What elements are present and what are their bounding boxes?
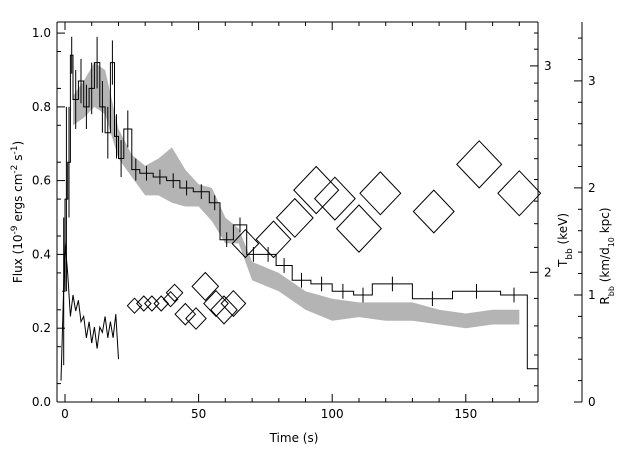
temperature-diamond <box>136 295 152 312</box>
x-tick-label: 50 <box>191 407 206 421</box>
y-tick-label: 1.0 <box>32 26 51 40</box>
radius-zigzag-line <box>60 241 119 381</box>
temperature-diamond <box>255 220 292 259</box>
y-tick-label: 0.4 <box>32 247 51 261</box>
temperature-diamond <box>191 271 220 302</box>
temperature-diamond <box>335 204 382 253</box>
temperature-diamond <box>412 189 455 234</box>
temperature-diamond <box>162 290 179 308</box>
temperature-diamond <box>497 170 542 217</box>
temperature-diamond <box>313 176 356 221</box>
axes-layer: 0 50 100 150 0.0 0.2 0.4 0.6 0.8 1.0 2 3 0 1 2 3 Flux (1… <box>10 21 616 421</box>
x-tick-label: 0 <box>61 407 69 421</box>
temperature-axis-title: Tbb (keV) <box>556 213 575 268</box>
y-tick-label: 0.8 <box>32 100 51 114</box>
radius-axis-title: Rbb (km/d10 kpc) <box>598 207 616 304</box>
temperature-diamond <box>220 289 247 318</box>
temperature-diamond <box>174 302 197 326</box>
temperature-diamond <box>126 297 143 314</box>
x-tick-label: 150 <box>454 407 477 421</box>
radius-tick-label: 2 <box>588 181 596 195</box>
temperature-diamond <box>275 197 314 238</box>
flux-shaded-band-layer <box>73 62 520 329</box>
radius-tick-label: 3 <box>588 74 596 88</box>
flux-shaded-band <box>73 62 520 329</box>
y-tick-label: 0.6 <box>32 174 51 188</box>
temperature-diamond <box>153 295 169 312</box>
temperature-diamond <box>210 295 238 325</box>
temperature-diamond-layer <box>126 140 542 330</box>
temperature-diamond <box>185 307 207 330</box>
temperature-diamond <box>456 140 503 189</box>
radius-tick-label: 0 <box>588 395 596 409</box>
radius-zigzag-layer <box>60 241 119 381</box>
temperature-diamond <box>293 165 340 215</box>
x-axis-title: Time (s) <box>269 431 319 445</box>
temperature-tick-label: 3 <box>544 59 552 73</box>
temperature-diamond <box>231 228 260 259</box>
temperature-diamond <box>359 171 402 216</box>
temperature-tick-label: 2 <box>544 265 552 279</box>
x-tick-label: 100 <box>321 407 344 421</box>
temperature-diamond <box>144 295 160 312</box>
y-tick-label: 0.2 <box>32 321 51 335</box>
temperature-diamond <box>203 289 229 318</box>
radius-tick-label: 1 <box>588 288 596 302</box>
flux-step-layer <box>62 36 538 370</box>
flux-step-line <box>62 54 538 370</box>
y-axis-title: Flux (10-9 ergs cm-2 s-1) <box>10 141 25 283</box>
temperature-diamond <box>165 283 184 303</box>
y-tick-label: 0.0 <box>32 395 51 409</box>
